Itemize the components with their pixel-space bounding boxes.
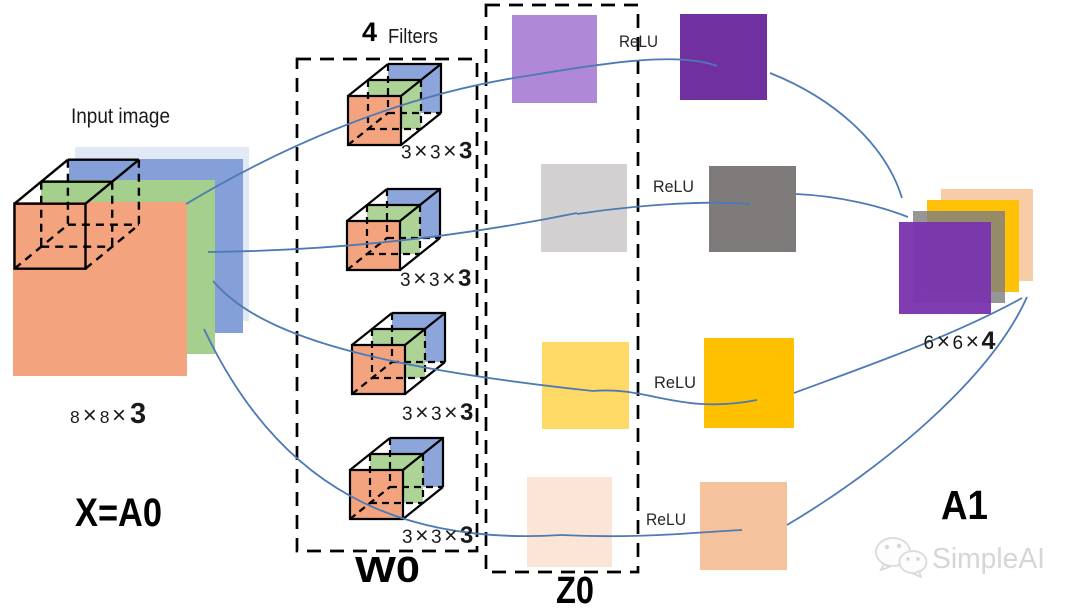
- svg-text:Filters: Filters: [388, 26, 438, 48]
- svg-text:8×8×3: 8 × 8 × 3: [70, 398, 146, 430]
- svg-text:ReLU: ReLU: [653, 178, 694, 196]
- svg-text:Input image: Input image: [71, 105, 170, 128]
- svg-text:3×3×3: 3 × 3 × 3: [401, 138, 472, 165]
- svg-text:6×6×4: 6 × 6 × 4: [924, 327, 996, 355]
- svg-text:3×3×3: 3 × 3 × 3: [402, 522, 473, 549]
- svg-text:4: 4: [362, 17, 377, 47]
- svg-text:X=A0: X=A0: [75, 491, 162, 535]
- svg-text:W0: W0: [355, 549, 420, 590]
- svg-text:SimpleAI: SimpleAI: [932, 543, 1045, 575]
- svg-text:3×3×3: 3 × 3 × 3: [400, 265, 471, 292]
- svg-text:ReLU: ReLU: [619, 33, 658, 51]
- svg-text:A1: A1: [941, 482, 988, 528]
- svg-text:ReLU: ReLU: [654, 374, 696, 392]
- svg-text:ReLU: ReLU: [646, 511, 686, 529]
- svg-text:3×3×3: 3 × 3 × 3: [402, 399, 473, 426]
- svg-text:Z0: Z0: [556, 570, 594, 608]
